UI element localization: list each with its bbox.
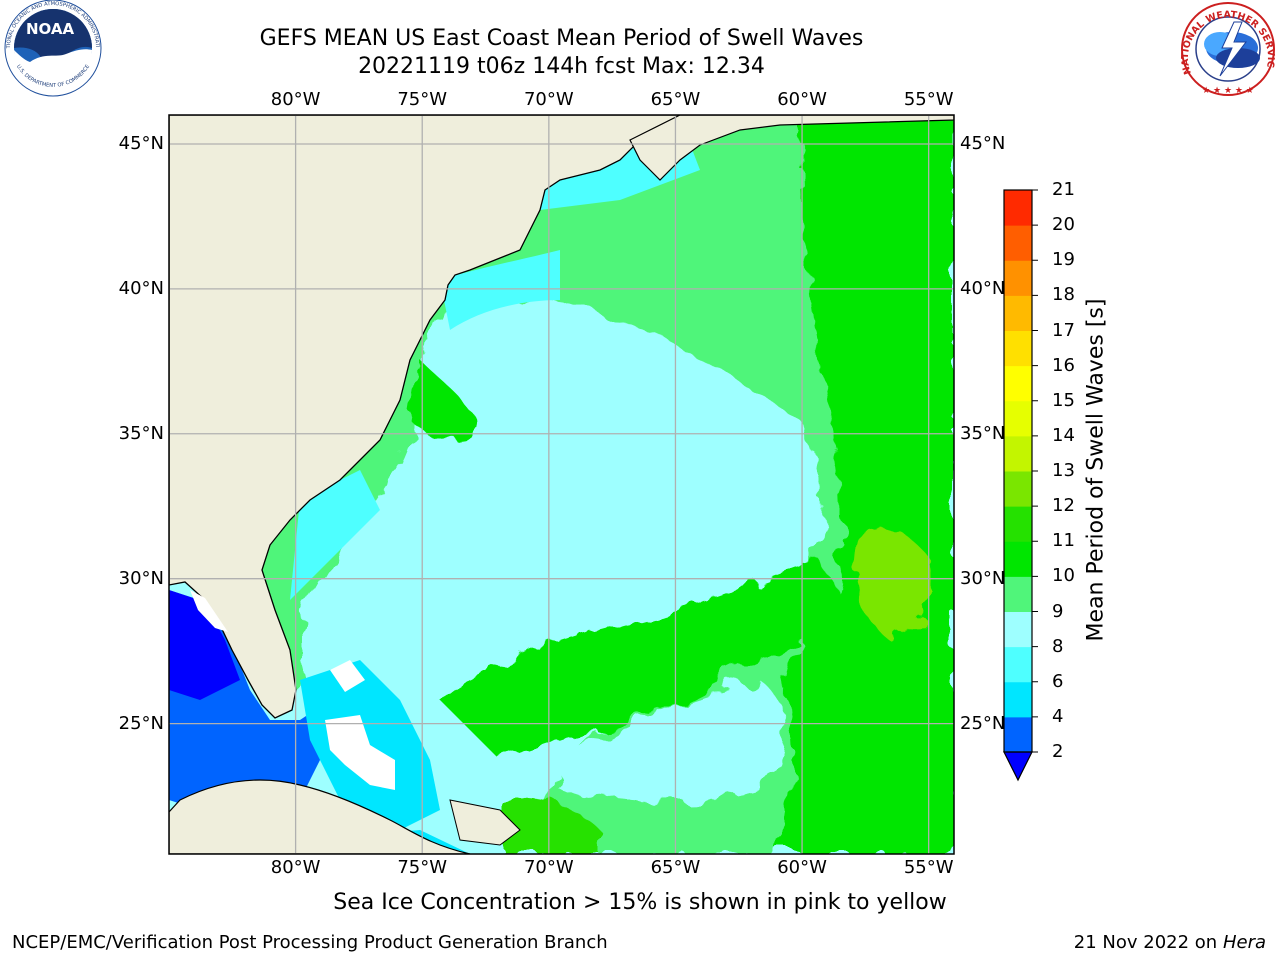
map-field [169,115,954,854]
colorbar-segment [1004,646,1032,683]
land-cuba [169,779,471,854]
map-graticule [169,115,954,854]
mask-bahamas-north [330,660,365,692]
lat-label-left: 35°N [118,422,164,444]
lat-label-left: 30°N [118,567,164,589]
lat-label-right: 30°N [960,567,1006,589]
colorbar-tick-label: 9 [1052,600,1064,622]
colorbar-segment [1004,190,1032,226]
ocean-below-2-gulf [169,590,240,700]
run-date-text: 21 Nov 2022 on [1073,932,1218,953]
lon-label-top: 80°W [270,89,321,110]
ocean-period-6-8-se [290,470,380,600]
colorbar-segment [1004,260,1032,296]
lon-label-bottom: 80°W [270,857,321,878]
ocean-period-10-11-east [780,115,954,854]
lon-label-top: 75°W [397,89,448,110]
colorbar-segment [1004,295,1032,331]
lon-label-bottom: 55°W [903,857,954,878]
colorbar-tick-label: 6 [1052,670,1064,692]
ocean-period-10-11-west [410,360,480,441]
land-north-america [169,115,681,719]
land-hispaniola [449,799,521,846]
land-nova-scotia [629,115,954,181]
lat-label-left: 45°N [118,132,164,154]
colorbar-tick-label: 16 [1052,354,1075,376]
colorbar-extend-min [1003,751,1033,782]
mask-bahamas-bank [325,715,395,790]
lat-label-left: 25°N [118,712,164,734]
colorbar-segment [1004,716,1032,753]
lat-label-right: 45°N [960,132,1006,154]
lon-label-top: 65°W [650,89,701,110]
run-date: 21 Nov 2022 on Hera [1074,932,1266,953]
map-frame [168,114,955,855]
nws-stars: ★ ★ ★ ★ ★ [1202,86,1254,96]
lon-label-bottom: 65°W [650,857,701,878]
colorbar-segment [1004,576,1032,612]
colorbar-tick-label: 18 [1052,284,1075,306]
colorbar-tick-label: 20 [1052,214,1075,236]
colorbar-segment [1004,611,1032,648]
noaa-logo: NOAA NATIONAL OCEANIC AND ATMOSPHERIC AD… [0,0,102,97]
colorbar-segment [1004,471,1032,507]
nws-logo: NATIONAL WEATHER SERVICE ★ ★ ★ ★ ★ [1176,0,1276,96]
colorbar-segment [1004,330,1032,367]
colorbar-title: Mean Period of Swell Waves [s] [1083,298,1109,642]
chart-title: GEFS MEAN US East Coast Mean Period of S… [259,26,864,51]
lon-label-bottom: 70°W [523,857,574,878]
lon-label-top: 70°W [523,89,574,110]
colorbar-tick-label: 19 [1052,249,1075,271]
colorbar-tick-label: 8 [1052,635,1064,657]
mask-florida-west [190,590,228,632]
sea-ice-note: Sea Ice Concentration > 15% is shown in … [333,890,947,915]
machine-name: Hera [1222,932,1266,953]
colorbar-tick-label: 14 [1052,424,1075,446]
lon-label-top: 55°W [903,89,954,110]
ocean-period-10-11-band [440,560,850,760]
colorbar-tick-label: 10 [1052,565,1075,587]
ocean-period-11-12 [856,529,933,640]
colorbar-tick-label: 11 [1052,530,1075,552]
colorbar-segment [1004,400,1032,437]
colorbar-segment [1004,365,1032,402]
colorbar-segment [1004,506,1032,542]
colorbar-segment [1004,681,1032,718]
ocean-period-6-8-north [440,250,560,330]
credit-line: NCEP/EMC/Verification Post Processing Pr… [12,932,608,953]
colorbar-segment [1004,435,1032,472]
ocean-period-8-9-south [560,680,783,802]
lat-label-left: 40°N [118,277,164,299]
lon-label-bottom: 60°W [777,857,827,878]
colorbar-segment [1004,225,1032,261]
chart-subtitle: 20221119 t06z 144h fcst Max: 12.34 [358,54,765,79]
lon-label-top: 60°W [777,89,827,110]
lat-label-right: 40°N [960,277,1006,299]
colorbar-tick-label: 13 [1052,460,1075,481]
colorbar-segment [1004,541,1032,577]
colorbar-tick-label: 17 [1052,319,1075,341]
lat-label-right: 25°N [960,712,1006,734]
colorbar-tick-label: 4 [1052,705,1064,727]
lon-label-bottom: 75°W [397,857,448,878]
colorbar-tick-label: 21 [1052,179,1075,200]
colorbar-tick-label: 15 [1052,389,1075,411]
noaa-logo-text: NOAA [26,20,75,38]
colorbar-tick-label: 12 [1052,495,1075,517]
colorbar-tick-label: 2 [1052,741,1064,762]
ocean-period-11-12-patch [500,797,600,854]
lat-label-right: 35°N [960,422,1006,444]
